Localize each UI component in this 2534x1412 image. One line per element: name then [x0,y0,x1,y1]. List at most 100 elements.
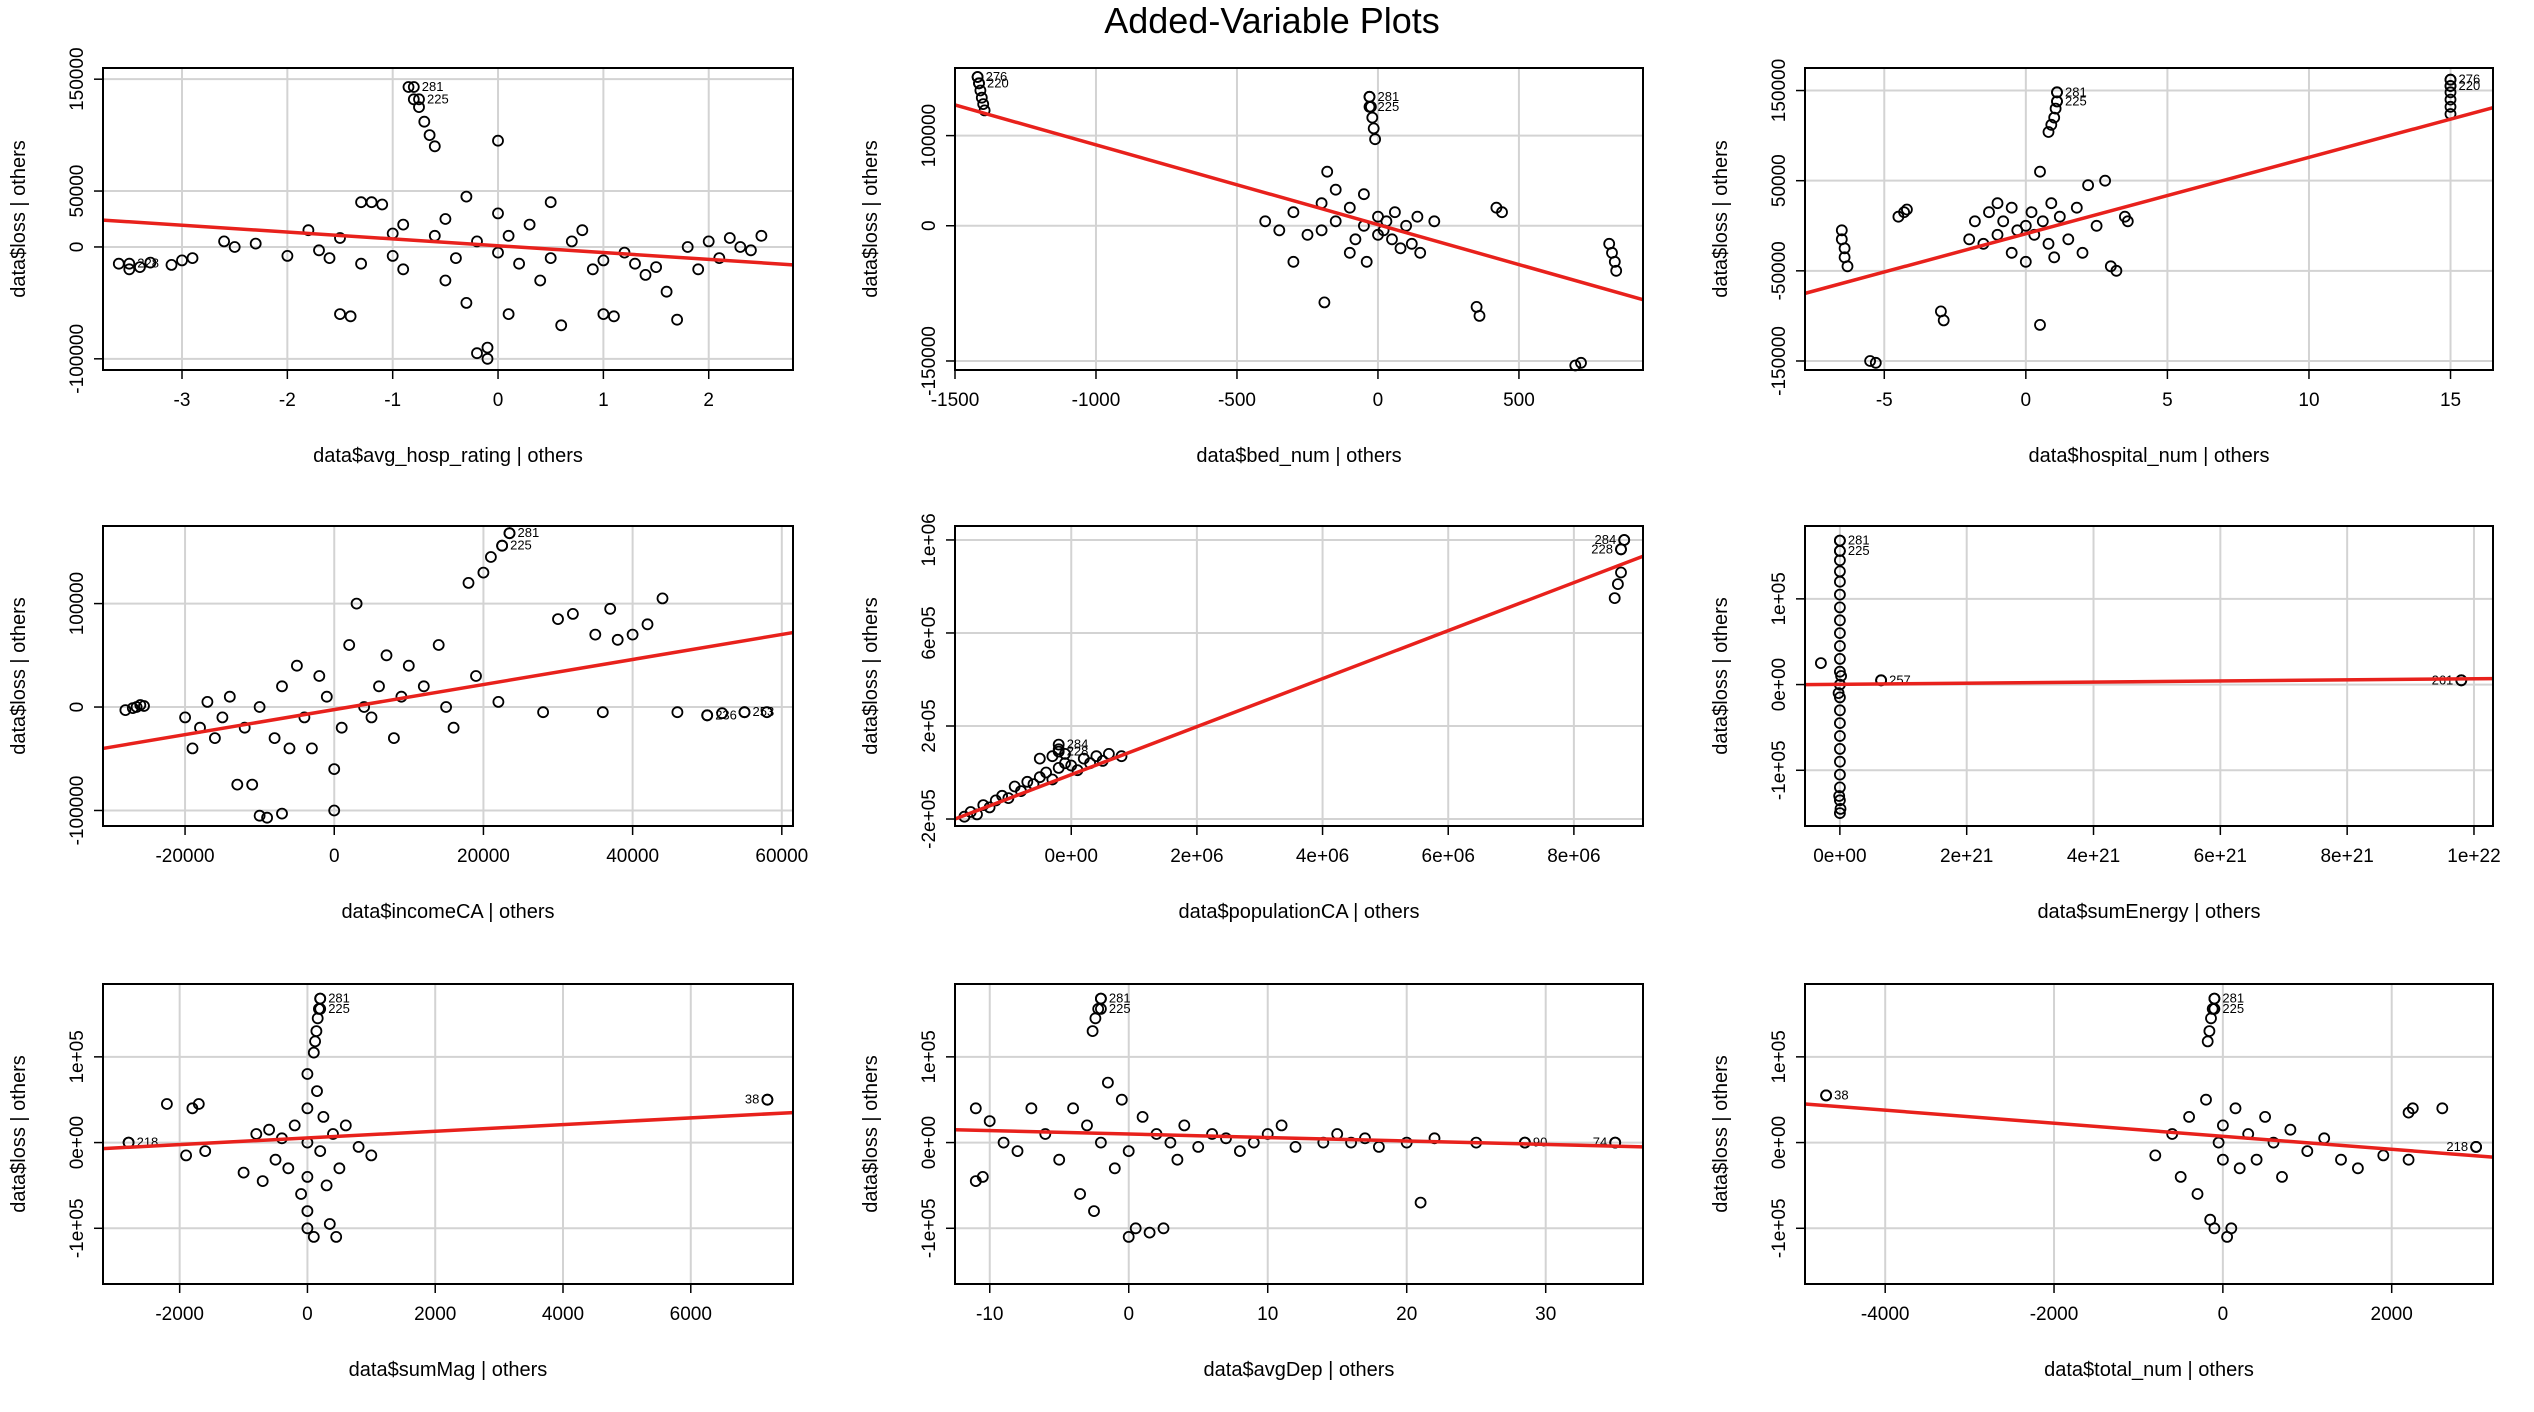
data-point [484,551,497,563]
data-point [2005,246,2018,259]
labeled-point [1363,100,1376,113]
y-axis-label: data$loss | others [8,597,30,755]
data-point [439,274,452,287]
data-point [309,1035,322,1048]
data-point [2034,165,2046,178]
data-point [2042,126,2055,138]
data-point [2301,1145,2314,1157]
y-tick-label: 0 [67,702,88,713]
labeled-point [2444,73,2457,86]
data-point [339,1119,352,1132]
y-tick-label: 1e+05 [1769,1030,1790,1083]
data-point [2019,219,2032,232]
data-point [502,229,515,242]
point-label: 284 [1067,737,1089,752]
x-axis-label: data$sumMag | others [349,1359,548,1381]
data-point [470,670,482,682]
data-point [597,254,610,267]
data-point [671,706,684,719]
point-label: 228 [1591,541,1613,556]
data-point [976,1171,989,1183]
x-tick-label: 40000 [606,846,659,867]
x-tick-label: -4000 [1861,1304,1910,1325]
data-point [1496,206,1508,219]
data-point [144,256,157,269]
data-point [1405,237,1418,250]
data-point [650,261,662,274]
data-point [1575,356,1587,369]
labeled-point [123,257,136,270]
labeled-point [503,527,516,540]
labeled-point [496,539,509,552]
x-tick-label: -5 [1876,390,1893,411]
data-point [238,721,251,734]
data-point [1963,233,1976,246]
data-point [2335,1153,2347,1166]
data-point [1129,1222,1142,1235]
data-point [492,207,504,220]
data-point [2019,255,2032,268]
data-point [1136,1111,1149,1123]
data-point [544,196,557,209]
data-point [305,742,318,755]
x-axis-label: data$sumEnergy | others [2037,901,2260,923]
point-label: 281 [422,79,444,94]
data-point [2070,201,2083,214]
data-point [567,608,579,620]
data-point [330,1231,343,1243]
data-point [1366,111,1379,124]
x-tick-label: 2e+06 [1170,846,1223,867]
data-point [1067,1102,1079,1115]
data-point [2351,1162,2364,1175]
x-tick-label: 4000 [542,1304,584,1325]
data-point [1287,255,1300,268]
data-point [1349,233,1362,246]
data-points [958,534,1631,823]
data-point [2216,1153,2229,1166]
data-point [1315,224,1328,237]
data-point [320,690,333,703]
plot-frame [1804,525,2494,827]
data-point [1369,133,1381,146]
data-point [283,742,296,755]
plot-frame [102,67,794,371]
data-point [586,263,599,276]
y-axis-label: data$loss | others [860,140,882,298]
data-point [2121,215,2134,228]
point-label: 276 [2459,72,2481,87]
data-point [123,263,136,276]
x-tick-label: 20 [1396,1304,1417,1325]
data-point [449,252,462,265]
data-point [402,81,415,93]
y-axis-label: data$loss | others [1710,140,1732,298]
data-point [2406,1102,2419,1115]
data-point [397,218,410,231]
data-point [1289,1141,1302,1153]
data-point [1834,704,1846,717]
y-tick-label: -1e+05 [919,1198,940,1258]
data-point [1259,215,1272,228]
x-axis-label: data$total_num | others [2044,1359,2254,1381]
data-point [1610,264,1623,277]
data-point [462,577,475,589]
data-point [1088,1205,1100,1217]
data-point [307,1231,320,1243]
data-point [165,258,178,271]
labeled-point [2444,80,2457,92]
data-point [1033,752,1046,765]
x-tick-label: -10 [976,1304,1003,1325]
data-point [2250,1153,2263,1166]
data-point [179,711,192,724]
data-point [333,1162,346,1175]
data-point [1833,790,1846,802]
data-point [1321,165,1334,178]
data-point [407,93,420,106]
data-point [2005,201,2018,214]
y-tick-label: -1e+05 [1769,740,1790,800]
data-point [186,742,199,755]
y-tick-label: 0 [919,220,940,231]
data-point [1983,206,1995,219]
x-tick-label: -1 [384,390,401,411]
labeled-point [973,77,985,90]
